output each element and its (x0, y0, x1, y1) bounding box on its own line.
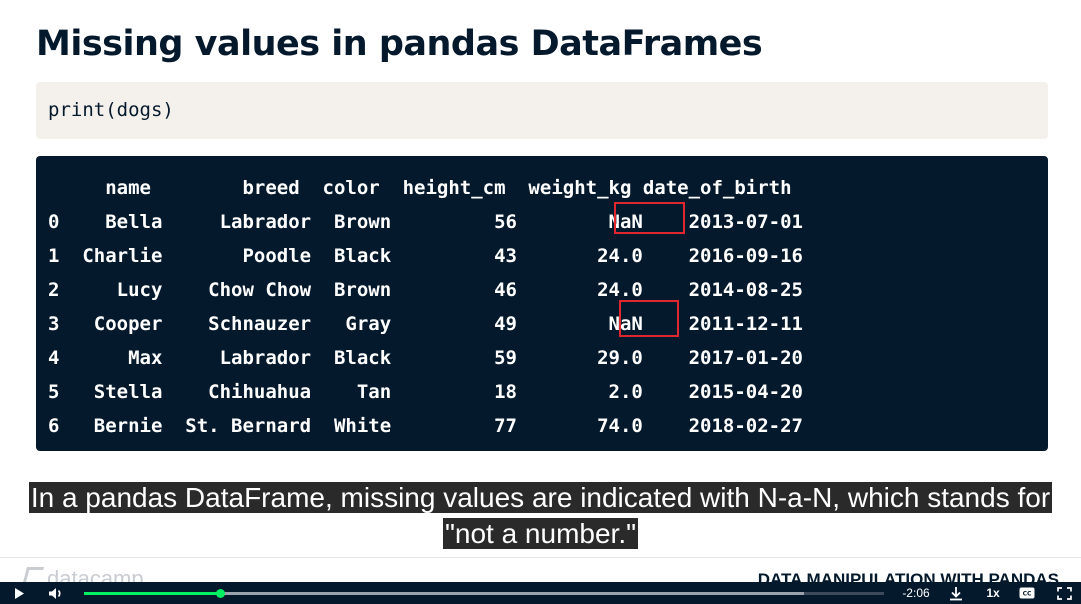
captions-button[interactable]: CC (1016, 582, 1038, 604)
download-icon (950, 586, 962, 600)
download-button[interactable] (946, 582, 966, 604)
time-remaining: -2:06 (902, 586, 930, 600)
course-title: DATA MANIPULATION WITH PANDAS (757, 570, 1059, 582)
nan-highlight-box (619, 300, 679, 337)
slide-title: Missing values in pandas DataFrames (36, 24, 763, 64)
play-icon (15, 587, 24, 599)
progress-bar[interactable] (84, 589, 884, 598)
slide: Missing values in pandas DataFrames prin… (0, 24, 1081, 582)
svg-text:CC: CC (1023, 591, 1032, 598)
dataframe-text: name breed color height_cm weight_kg dat… (48, 177, 803, 437)
datacamp-logo-icon (20, 567, 45, 582)
caption-line-1: In a pandas DataFrame, missing values ar… (28, 482, 1053, 513)
nan-highlight-box (614, 202, 685, 234)
fullscreen-button[interactable] (1052, 582, 1076, 604)
playback-speed-button[interactable]: 1x (986, 586, 1000, 600)
dataframe-output: name breed color height_cm weight_kg dat… (36, 156, 1048, 451)
subtitle-caption: In a pandas DataFrame, missing values ar… (0, 480, 1081, 552)
closed-captions-icon: CC (1019, 587, 1035, 599)
footer-divider (0, 557, 1081, 558)
buffered-bar (84, 592, 804, 595)
video-player-controls: -2:06 1x CC (0, 582, 1081, 604)
caption-line-2: "not a number." (442, 518, 639, 549)
play-button[interactable] (8, 582, 30, 604)
fullscreen-icon (1056, 586, 1072, 600)
datacamp-logo-text: datacamp (47, 566, 144, 582)
played-bar (84, 592, 220, 595)
volume-button[interactable] (44, 582, 68, 604)
datacamp-logo: datacamp (20, 566, 144, 582)
volume-icon (49, 587, 61, 599)
code-block: print(dogs) (36, 82, 1048, 139)
progress-handle[interactable] (216, 589, 225, 598)
